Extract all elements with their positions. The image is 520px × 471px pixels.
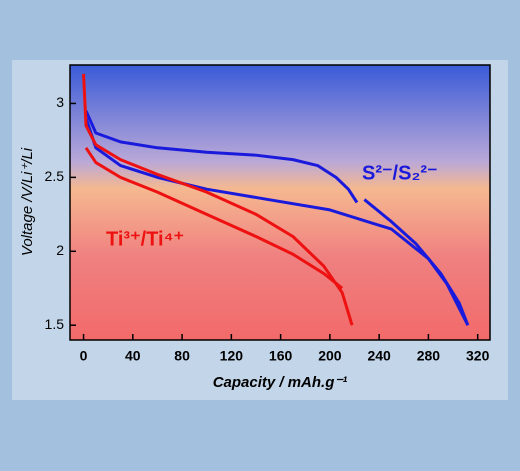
- x-tick-label: 80: [174, 348, 190, 364]
- annotation: Ti³⁺/Ti⁴⁺: [106, 228, 184, 250]
- x-tick-label: 320: [466, 348, 490, 364]
- y-tick-label: 2.5: [45, 168, 65, 184]
- x-tick-label: 200: [318, 348, 342, 364]
- y-axis-label: Voltage /V/Li⁺/Li: [19, 147, 36, 256]
- y-tick-label: 2: [56, 242, 64, 258]
- x-tick-label: 280: [417, 348, 441, 364]
- x-tick-label: 160: [269, 348, 293, 364]
- annotation: S²⁻/S₂²⁻: [362, 162, 438, 184]
- data-line: [84, 117, 470, 326]
- x-tick-label: 40: [125, 348, 141, 364]
- y-tick-label: 3: [56, 94, 64, 110]
- x-axis-label: Capacity / mAh.g⁻¹: [213, 374, 348, 391]
- y-tick-label: 1.5: [45, 316, 65, 332]
- plot-area: [69, 64, 491, 341]
- x-tick-label: 120: [220, 348, 244, 364]
- data-line: [84, 146, 344, 290]
- data-line: [82, 73, 354, 326]
- x-tick-label: 0: [80, 348, 88, 364]
- x-tick-label: 240: [367, 348, 391, 364]
- data-line: [84, 110, 359, 204]
